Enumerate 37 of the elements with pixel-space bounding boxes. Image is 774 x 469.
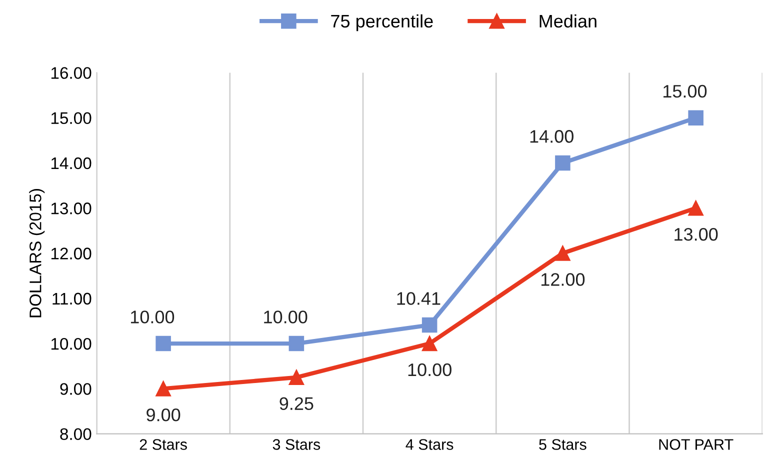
y-axis-title: DOLLARS (2015) <box>29 188 45 318</box>
data-label: 14.00 <box>530 130 574 143</box>
point <box>422 317 438 333</box>
y-tick-label: 14.00 <box>51 157 92 170</box>
point <box>288 336 304 352</box>
data-label: 10.00 <box>408 363 452 376</box>
data-label: 10.00 <box>264 310 308 324</box>
y-tick-label: 10.00 <box>51 338 92 350</box>
point <box>688 200 704 216</box>
legend-label: 75 percentile <box>331 14 433 32</box>
data-label: 12.00 <box>541 273 585 286</box>
legend-label: Median <box>540 14 596 28</box>
x-tick-label: 4 Stars <box>406 439 454 450</box>
data-label: 9.00 <box>146 408 180 422</box>
point <box>288 370 304 386</box>
data-label: 10.41 <box>397 292 440 305</box>
data-label: 15.00 <box>664 84 707 98</box>
data-label: 9.25 <box>280 397 314 410</box>
y-tick-label: 11.00 <box>52 292 92 305</box>
y-tick-label: 13.00 <box>51 202 92 214</box>
point <box>156 381 171 396</box>
x-tick-label: NOT PART <box>659 439 734 450</box>
y-tick-label: 12.00 <box>51 248 92 260</box>
y-tick-label: 16.00 <box>51 67 92 79</box>
point <box>156 336 171 352</box>
point <box>688 110 704 126</box>
point <box>555 155 570 171</box>
y-tick-label: 9.00 <box>60 383 92 395</box>
x-tick-label: 5 Stars <box>539 439 586 450</box>
y-tick-label: 15.00 <box>51 112 92 124</box>
data-label: 13.00 <box>674 228 718 241</box>
point <box>555 246 570 261</box>
point <box>422 336 438 352</box>
y-tick-label: 8.00 <box>60 428 92 440</box>
x-tick-label: 3 Stars <box>272 439 320 450</box>
data-label: 10.00 <box>130 310 174 324</box>
x-tick-label: 2 Stars <box>140 439 187 450</box>
